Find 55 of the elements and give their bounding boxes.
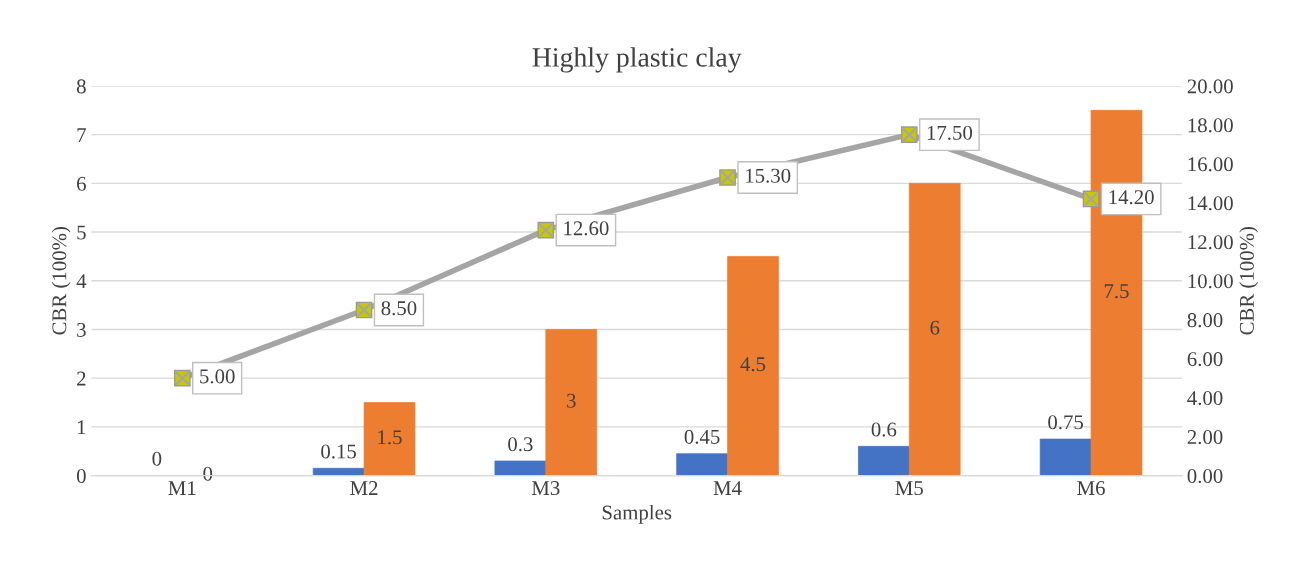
data-label: 5.00 (200, 369, 235, 384)
data-label: 15.30 (746, 168, 791, 183)
bar (858, 446, 910, 476)
y2-tick-label: 12.00 (1188, 235, 1233, 250)
data-label: 6 (930, 320, 940, 335)
y2-tick-label: 2.00 (1187, 430, 1223, 445)
y2-tick-label: 6.00 (1187, 352, 1223, 367)
data-label: 1.5 (378, 430, 402, 445)
data-label: 14.20 (1109, 190, 1154, 205)
bar (494, 460, 547, 476)
data-label: 0.3 (508, 437, 533, 452)
data-label: 3 (567, 393, 576, 408)
y2-tick-label: 20.00 (1187, 79, 1233, 94)
data-label: 0.75 (1048, 415, 1084, 430)
x-tick-label: M3 (531, 481, 560, 496)
y-tick-label: 4 (76, 274, 87, 288)
x-tick-label: M4 (713, 481, 742, 495)
bar (908, 183, 961, 476)
y-tick-label: 3 (77, 322, 86, 337)
y-axis-title: CBR (100%) (51, 227, 71, 335)
y-tick-label: 8 (76, 79, 86, 94)
data-label: 12.60 (564, 221, 609, 236)
data-label: 4.5 (740, 357, 766, 372)
x-axis-title: Samples (602, 504, 672, 524)
y-tick-label: 7 (77, 128, 86, 142)
x-tick-label: M6 (1077, 481, 1105, 496)
bar (1039, 438, 1092, 476)
y2-tick-label: 0.00 (1187, 468, 1223, 484)
data-label: 7.5 (1104, 284, 1129, 299)
y-tick-label: 1 (77, 420, 86, 435)
data-label: 0.6 (871, 422, 897, 437)
y2-axis-title: CBR (100%) (1239, 227, 1259, 335)
bar (727, 256, 779, 476)
y-tick-label: 6 (77, 176, 86, 191)
data-label: 0 (152, 451, 162, 466)
data-label: 8.50 (381, 301, 417, 316)
y2-tick-label: 16.00 (1188, 157, 1233, 172)
x-tick-label: M2 (350, 481, 378, 495)
chart-title: Highly plastic clay (532, 47, 742, 73)
y2-tick-label: 4.00 (1187, 391, 1223, 406)
x-tick-label: M5 (895, 481, 923, 496)
data-label: 17.50 (927, 125, 973, 140)
bar (676, 453, 728, 476)
bar (363, 402, 416, 476)
y-tick-label: 0 (76, 468, 86, 484)
y2-tick-label: 10.00 (1188, 274, 1233, 289)
y-tick-label: 2 (77, 371, 86, 386)
x-tick-label: M1 (168, 481, 196, 495)
y2-tick-label: 8.00 (1187, 313, 1223, 328)
data-label: 0.15 (321, 444, 357, 459)
y2-tick-label: 18.00 (1188, 118, 1233, 133)
y2-tick-label: 14.00 (1188, 196, 1233, 211)
bar (545, 329, 598, 476)
data-label: 0.45 (684, 429, 720, 444)
y-tick-label: 5 (77, 225, 86, 240)
